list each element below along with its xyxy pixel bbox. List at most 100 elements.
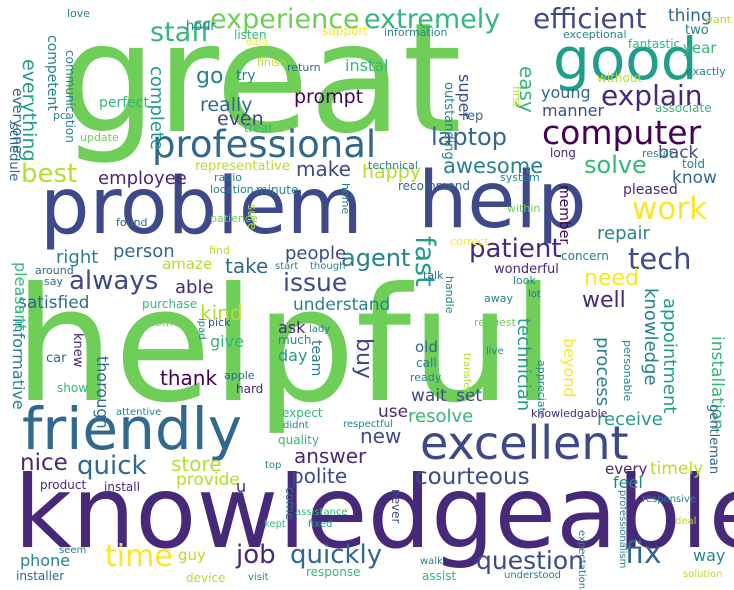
word-wait: wait [411,386,447,406]
word-thank: thank [160,366,218,390]
word-professional: professional [152,123,377,166]
word-hour: hour [186,19,216,34]
word-people: people [285,243,347,264]
word-apple: apple [224,369,255,382]
word-really: really [200,94,253,116]
word-though: though [310,261,346,272]
word-polite: polite [291,464,348,488]
word-explain: explain [601,79,703,112]
word-assist: assist [422,569,457,583]
word-ipad: ipad [196,318,207,340]
word-help: help [418,156,587,246]
word-knowledge: knowledge [640,288,661,386]
word-happy: happy [362,161,422,183]
word-handle: handle [443,276,456,314]
word-fix: fix [625,536,662,571]
word-technician: technician [513,318,534,412]
word-respectful: respectful [343,419,393,430]
word-return: return [287,61,321,74]
word-perfect: perfect [99,95,149,111]
word-make: make [296,157,351,181]
word-problem: problem [40,162,363,252]
word-friendly: friendly [22,395,243,463]
word-never: never [389,489,403,524]
word-around: around [35,264,74,277]
word-associate: associate [655,101,712,115]
word-guy: guy [178,546,206,564]
word-well: well [582,288,626,313]
word-great: great [60,0,462,167]
word-technical: technical [368,159,418,172]
word-day: day [278,346,308,365]
word-exactly: exactly [686,65,726,78]
word-expect: expect [282,406,323,420]
word-question: question [476,546,585,575]
word-fantastic: fantastic [628,37,681,51]
word-complete: complete [146,66,167,151]
word-laptop: laptop [431,123,507,151]
word-year: year [683,39,717,57]
word-good: good [553,25,698,93]
word-store: store [171,452,222,476]
word-outstanding: outstanding [441,82,456,160]
word-radio: radio [214,171,243,184]
word-member: member [556,185,572,245]
word-patient: patient [469,234,562,264]
word-installer: installer [16,569,65,583]
word-knowledgeable: knowledgeable [14,454,734,571]
word-knowledgable: knowledgable [531,407,608,420]
word-understood: understood [504,570,562,581]
word-quickly: quickly [290,540,383,570]
word-treat: treat [244,121,273,135]
word-lot: lot [528,289,541,300]
word-quick: quick [77,451,147,481]
word-informative: informative [9,318,28,410]
word-recommend: recommend [398,179,470,193]
word-wonderful: wonderful [494,262,559,277]
word-exceptional: exceptional [563,28,627,41]
word-manner: manner [542,101,605,120]
word-resolve: resolve [408,406,474,427]
word-system: system [500,171,540,184]
word-easy: easy [515,66,539,113]
word-found: found [116,216,148,229]
word-super: super [455,74,474,120]
word-staff: staff [150,17,210,48]
word-receive: receive [597,409,663,430]
word-come: come [283,487,297,521]
word-fast: fast [409,236,440,287]
word-kept: kept [264,519,286,530]
word-pleased: pleased [623,182,678,198]
word-nice: nice [20,450,68,476]
word-long: long [550,146,576,160]
word-phone: phone [20,551,71,570]
word-efficient: efficient [533,2,647,35]
word-sure: sure [245,204,259,230]
word-correct: correct [450,235,489,248]
word-request: request [474,316,516,329]
word-beyond: beyond [560,338,579,398]
word-two: two [685,23,709,38]
word-fixed: fixed [308,519,333,530]
word-experience: experience [210,4,360,35]
word-answer: answer [294,444,367,468]
word-understand: understand [293,295,391,315]
word-location: location [210,183,254,196]
word-purchase: purchase [142,297,198,311]
word-satisfied: satisfied [18,293,90,313]
word-within: within [507,202,541,215]
word-assistance: assistance [295,507,348,518]
word-kind: kind [200,301,243,325]
word-issue: issue [283,268,348,297]
word-pleasant: pleasant [11,262,30,331]
word-use: use [378,402,409,422]
word-way: way [693,546,726,565]
word-solve: solve [584,151,647,179]
word-prompt: prompt [294,86,364,108]
word-thing: thing [668,6,712,26]
word-pick: pick [208,316,231,329]
word-love: love [67,7,91,20]
word-personable: personable [621,340,634,402]
word-deal: deal [675,516,697,527]
word-data: data [246,37,269,48]
